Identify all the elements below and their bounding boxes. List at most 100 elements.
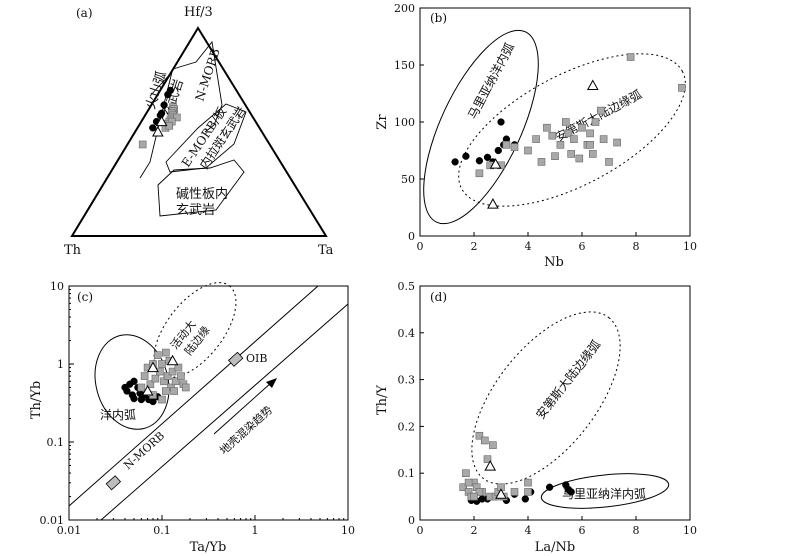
plot-frame-c <box>68 285 349 521</box>
data-point-c-gray-square <box>177 372 185 380</box>
data-point-c-open-triangle <box>147 361 159 373</box>
ternary-triangle <box>70 26 328 237</box>
data-point-c-gray-square <box>158 360 166 368</box>
x-tick-label: 10 <box>683 524 697 537</box>
data-point-a-gray-square <box>173 113 181 122</box>
x-tick-label: 0 <box>417 524 424 537</box>
y-tick-label: 0.5 <box>398 280 416 293</box>
data-point-c-gray-square <box>137 383 146 392</box>
x-tick-label: 4 <box>525 240 532 253</box>
data-point-c-gray-square <box>170 387 178 395</box>
x-axis-title-c: Ta/Yb <box>190 540 227 555</box>
data-point-b-gray-square <box>605 158 613 166</box>
apex-label-hf: Hf/3 <box>184 5 213 20</box>
data-point-b-gray-square <box>537 158 546 166</box>
x-tick-label: 2 <box>471 240 478 253</box>
data-point-b-open-triangle <box>489 158 502 169</box>
y-tick-label: 150 <box>394 59 415 72</box>
x-tick-label: 2 <box>471 524 478 537</box>
field-label-mariana-d: 马里亚纳洋内弧 <box>562 486 646 501</box>
data-point-b-gray-square <box>524 146 532 155</box>
data-point-b-open-triangle <box>586 79 599 91</box>
field-label-alkaline: 碱性板内 <box>176 186 228 202</box>
data-point-d-open-triangle <box>484 460 497 471</box>
data-point-b-gray-square <box>556 141 565 149</box>
data-point-d-gray-square <box>480 436 489 445</box>
data-point-b-filled-circle <box>462 152 470 160</box>
data-point-d-gray-square <box>524 488 532 496</box>
field-ellipse-andes <box>458 53 686 207</box>
data-point-b-gray-square <box>599 135 608 143</box>
y-tick-label: 0.01 <box>40 514 65 527</box>
panel-b-points <box>451 53 686 209</box>
field-boundary-nmorb <box>172 40 223 133</box>
panel-d-axes: 0 2 4 6 8 10 0 0.1 0.2 0.3 0.4 0.5 <box>398 280 698 537</box>
panel-d-label: (d) <box>430 290 447 304</box>
data-point-c-gray-square <box>153 351 162 359</box>
panel-d: (d) 0 2 4 6 8 10 0 0.1 0.2 0.3 0.4 0.5 La/Nb Th/Y 安… <box>375 280 697 555</box>
y-tick-label: 100 <box>394 116 415 129</box>
label-oib: OIB <box>246 352 267 365</box>
x-tick-label: 0 <box>417 240 424 253</box>
data-point-d-gray-square <box>475 431 484 440</box>
data-point-d-gray-square <box>475 488 484 496</box>
x-tick-label: 4 <box>525 524 532 537</box>
y-tick-label: 50 <box>401 173 415 186</box>
data-point-d-gray-square <box>470 492 478 501</box>
data-point-c-gray-square <box>181 383 190 392</box>
data-point-b-gray-square <box>575 154 584 163</box>
data-point-d-filled-circle <box>545 483 554 491</box>
x-axis-title-d: La/Nb <box>535 540 575 555</box>
data-point-b-open-triangle <box>487 198 499 209</box>
data-point-b-filled-circle <box>497 118 505 126</box>
nmorb-reference-box <box>105 475 122 491</box>
data-point-d-filled-circle <box>567 488 575 496</box>
data-point-d-gray-square <box>459 483 468 492</box>
y-axis-title-d: Th/Y <box>375 385 390 415</box>
data-point-d-gray-square <box>464 478 473 487</box>
x-tick-label: 1 <box>252 524 259 537</box>
data-point-c-filled-circle <box>130 394 138 403</box>
y-axis-title-c: Th/Yb <box>29 381 44 419</box>
field-label-nmorb: N-MORB <box>193 47 223 103</box>
data-point-b-gray-square <box>548 131 557 140</box>
data-point-b-gray-square <box>626 53 635 61</box>
x-tick-label: 10 <box>683 240 697 253</box>
data-point-b-gray-square <box>475 169 484 178</box>
x-axis-title-b: Nb <box>544 255 564 270</box>
data-point-d-filled-circle <box>521 495 529 503</box>
data-point-a-open-triangle <box>155 115 168 127</box>
panel-a: (a) Hf/3 Th Ta 火山弧 玄武岩 N-MORB E-MORB/板 内… <box>64 5 334 258</box>
field-label-andes-d: 安第斯大陆边缘弧 <box>533 337 604 422</box>
data-point-b-gray-square <box>551 152 559 160</box>
x-tick-label: 8 <box>633 240 640 253</box>
mantle-array-lower <box>100 303 349 521</box>
data-point-c-gray-square <box>158 395 166 404</box>
data-point-c-open-triangle <box>166 354 179 366</box>
panel-a-points <box>138 86 181 149</box>
field-ellipse-andes-d <box>471 311 621 485</box>
x-tick-label: 0.01 <box>57 524 82 537</box>
data-point-b-gray-square <box>502 141 511 149</box>
data-point-b-gray-square <box>578 123 586 132</box>
label-nmorb: N-MORB <box>121 429 167 472</box>
data-point-d-gray-square <box>489 441 497 449</box>
apex-label-ta: Ta <box>318 243 334 258</box>
panel-c-axes: 0.01 0.1 1 10 0.01 0.1 1 10 <box>40 280 356 537</box>
y-tick-label: 0.2 <box>398 420 416 433</box>
apex-label-th: Th <box>64 243 82 258</box>
data-point-c-gray-square <box>171 377 180 386</box>
field-ellipse-mariana-d <box>540 473 670 509</box>
y-tick-label: 0.4 <box>398 327 416 340</box>
y-axis-title-b: Zr <box>375 114 390 130</box>
data-point-a-open-triangle <box>152 125 164 137</box>
data-point-b-gray-square <box>586 141 594 149</box>
data-point-b-gray-square <box>678 84 686 92</box>
data-point-b-filled-circle <box>483 153 492 161</box>
data-point-c-gray-square <box>163 372 172 380</box>
data-point-c-gray-square <box>146 380 155 389</box>
data-point-c-gray-square <box>162 387 170 395</box>
